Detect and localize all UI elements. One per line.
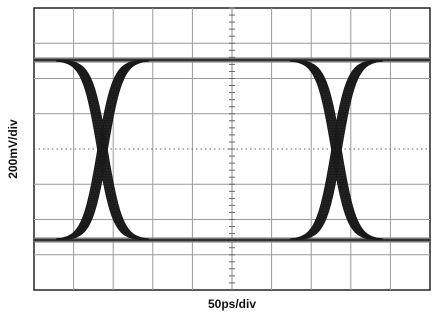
chart: 50ps/div 200mV/div: [0, 0, 439, 324]
x-axis-label: 50ps/div: [208, 297, 256, 311]
y-axis-label: 200mV/div: [6, 119, 20, 179]
